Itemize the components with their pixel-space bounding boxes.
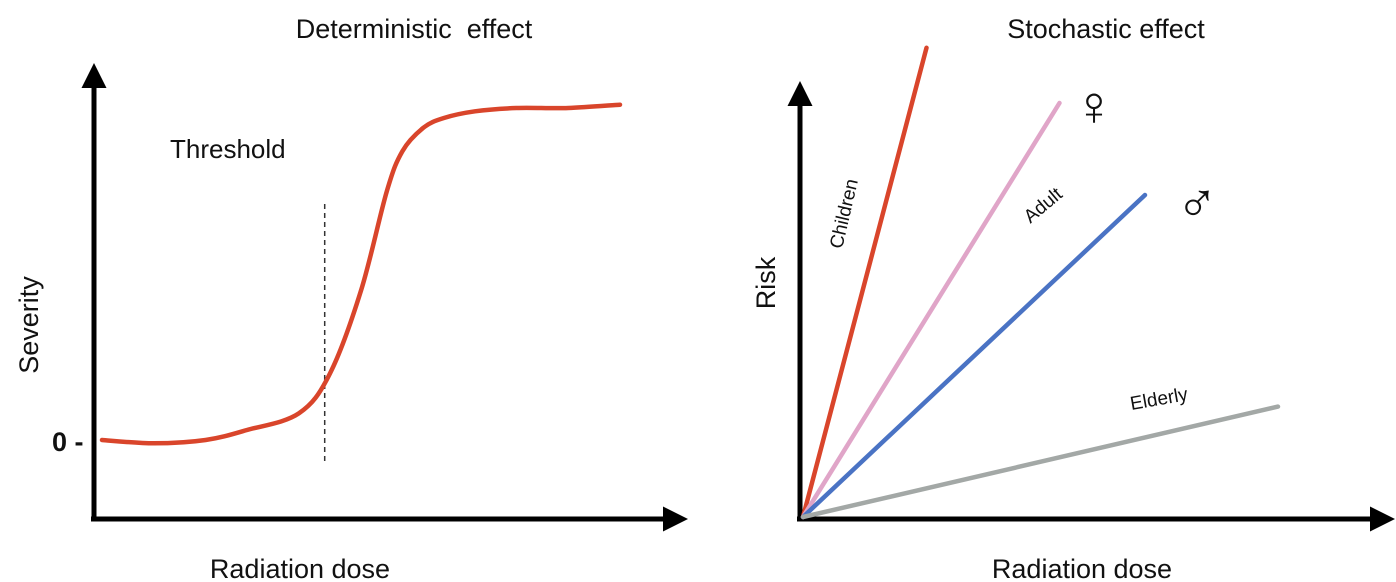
chart-title-deterministic: Deterministic effect (296, 14, 533, 44)
male-symbol-icon: ♂ (1176, 171, 1218, 234)
threshold-label: Threshold (170, 134, 286, 164)
series-label-elderly: Elderly (1129, 384, 1190, 415)
deterministic-chart: Deterministic effect Severity Radiation … (14, 14, 688, 582)
y-axis-label-deterministic: Severity (14, 276, 44, 374)
series-line-severity-curve (99, 102, 623, 446)
female-symbol-icon: ♀ (1073, 74, 1115, 137)
y-tick-zero: 0 - (52, 427, 84, 457)
series-line-children (800, 45, 929, 520)
series-label-adult: Adult (1020, 183, 1067, 227)
series-line-male (800, 192, 1148, 520)
series-label-children: Children (826, 177, 862, 251)
chart-title-stochastic: Stochastic effect (1007, 14, 1205, 44)
series-line-adult (800, 100, 1062, 520)
x-axis-label-stochastic: Radiation dose (992, 554, 1172, 582)
series-line-elderly (800, 404, 1281, 520)
y-axis-label-stochastic: Risk (751, 256, 781, 309)
x-axis-label-deterministic: Radiation dose (210, 554, 390, 582)
stochastic-chart: Stochastic effect Risk Radiation dose Ch… (751, 14, 1395, 582)
